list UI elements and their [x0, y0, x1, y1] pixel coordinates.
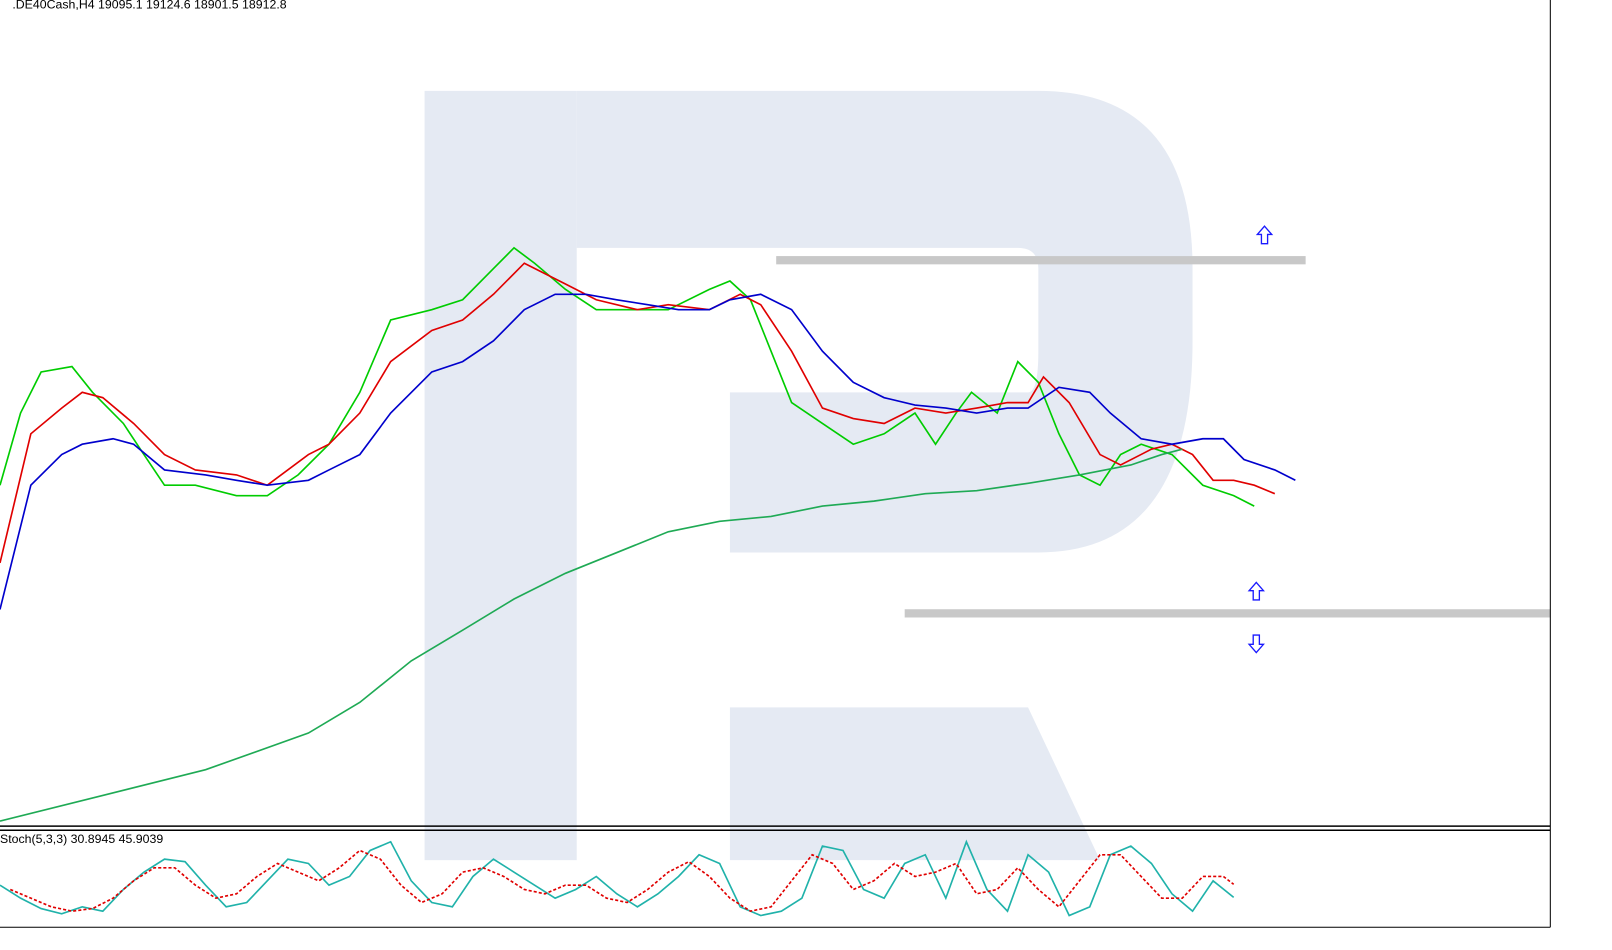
- resistance-zone: [776, 256, 1306, 265]
- stochastic-line: [9, 849, 1235, 913]
- arrow-down: [1247, 634, 1265, 654]
- arrow-up: [1247, 581, 1265, 601]
- chart-title: .DE40Cash,H4 19095.1 19124.6 18901.5 189…: [12, 0, 286, 11]
- moving-average-line: [0, 293, 1296, 610]
- watermark-bowl: [576, 90, 1193, 553]
- watermark-logo: [424, 90, 1193, 861]
- moving-average-line: [0, 246, 1255, 507]
- support-zone: [904, 609, 1551, 618]
- signal-arrows: [1247, 225, 1274, 654]
- plot-layer: [0, 246, 1296, 917]
- watermark-stem: [424, 90, 577, 861]
- moving-average-line: [0, 448, 1183, 822]
- watermark-leg: [729, 707, 1101, 861]
- stochastic-line: [0, 839, 1235, 917]
- arrow-up: [1255, 225, 1274, 245]
- indicator-title: Stoch(5,3,3) 30.8945 45.9039: [0, 832, 163, 846]
